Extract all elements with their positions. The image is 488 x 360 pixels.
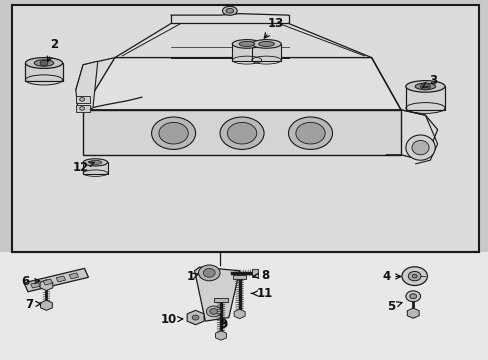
Ellipse shape xyxy=(83,159,107,166)
Polygon shape xyxy=(31,282,40,288)
Bar xyxy=(232,44,261,61)
Text: 10: 10 xyxy=(160,313,183,326)
Text: 1: 1 xyxy=(186,270,198,283)
Text: 12: 12 xyxy=(72,161,94,174)
Ellipse shape xyxy=(258,41,274,46)
Bar xyxy=(251,269,257,277)
Polygon shape xyxy=(83,110,400,155)
Ellipse shape xyxy=(227,122,256,144)
Circle shape xyxy=(80,98,84,101)
Text: 7: 7 xyxy=(25,298,41,311)
Ellipse shape xyxy=(405,81,444,92)
Circle shape xyxy=(206,306,221,317)
Bar xyxy=(25,63,62,81)
Bar xyxy=(12,5,478,252)
Text: 3: 3 xyxy=(422,75,436,87)
Ellipse shape xyxy=(89,161,102,164)
Polygon shape xyxy=(43,279,52,285)
Polygon shape xyxy=(24,269,88,292)
Text: 2: 2 xyxy=(47,39,58,62)
Ellipse shape xyxy=(159,122,188,144)
Ellipse shape xyxy=(25,58,62,68)
Ellipse shape xyxy=(251,40,281,48)
Polygon shape xyxy=(69,273,79,279)
Bar xyxy=(76,105,90,112)
Circle shape xyxy=(203,269,215,277)
Ellipse shape xyxy=(401,267,427,285)
Ellipse shape xyxy=(288,117,332,149)
Ellipse shape xyxy=(295,122,325,144)
Bar xyxy=(0,252,488,360)
Ellipse shape xyxy=(151,117,195,149)
Circle shape xyxy=(209,309,217,314)
Ellipse shape xyxy=(405,291,420,302)
Bar xyxy=(214,298,227,302)
Circle shape xyxy=(420,83,429,90)
Polygon shape xyxy=(56,276,65,282)
Circle shape xyxy=(80,107,84,110)
Ellipse shape xyxy=(409,294,416,299)
Bar xyxy=(76,96,90,103)
Text: 4: 4 xyxy=(382,270,400,283)
Text: 8: 8 xyxy=(253,269,268,282)
Circle shape xyxy=(198,265,220,281)
Ellipse shape xyxy=(411,140,428,155)
Ellipse shape xyxy=(232,40,261,48)
Ellipse shape xyxy=(411,274,416,278)
Text: 5: 5 xyxy=(386,300,401,312)
Ellipse shape xyxy=(192,315,199,320)
Ellipse shape xyxy=(405,135,434,160)
Ellipse shape xyxy=(220,117,264,149)
Ellipse shape xyxy=(225,9,233,13)
Polygon shape xyxy=(194,267,239,321)
Text: 11: 11 xyxy=(251,287,273,300)
Ellipse shape xyxy=(34,60,54,66)
Bar xyxy=(405,86,444,110)
Bar xyxy=(232,275,246,279)
Circle shape xyxy=(40,60,48,66)
Text: 6: 6 xyxy=(21,275,40,288)
Text: 9: 9 xyxy=(220,318,227,330)
Ellipse shape xyxy=(407,271,420,281)
Ellipse shape xyxy=(414,83,435,90)
Ellipse shape xyxy=(222,6,237,15)
Bar xyxy=(83,162,107,174)
Ellipse shape xyxy=(239,41,254,46)
Polygon shape xyxy=(76,61,98,112)
Polygon shape xyxy=(83,58,400,110)
Bar xyxy=(251,44,281,61)
Text: 13: 13 xyxy=(264,17,284,38)
